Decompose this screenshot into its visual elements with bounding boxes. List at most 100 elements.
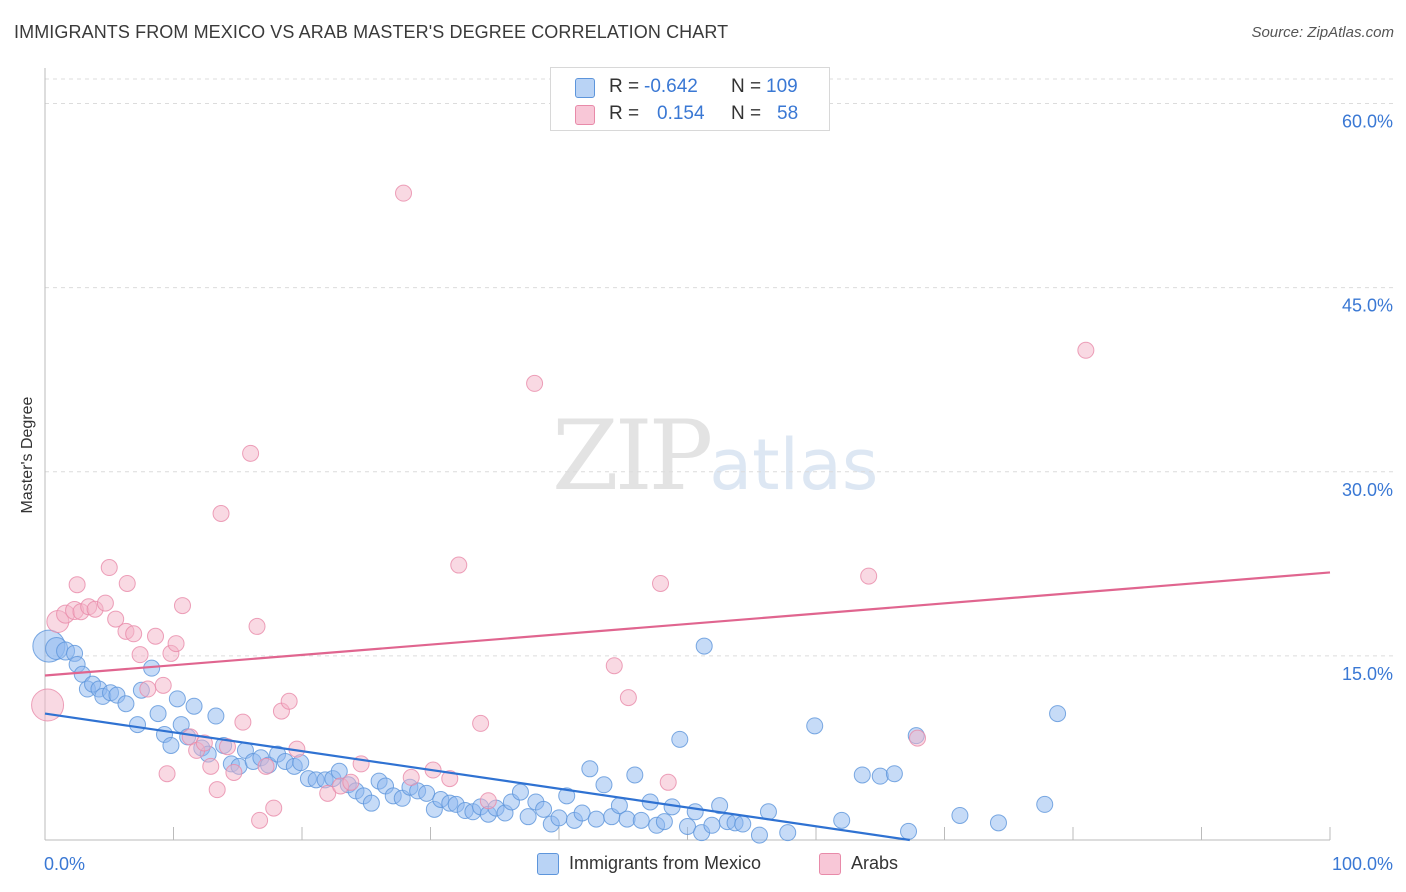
data-point [280,692,298,710]
data-point [833,811,851,829]
data-point [587,810,605,828]
watermark-atlas: atlas [709,424,879,506]
data-point [871,767,889,785]
data-point [441,770,459,788]
data-point [779,824,797,842]
data-point [118,574,136,592]
data-point [595,776,613,794]
data-point [734,815,752,833]
stats-box: R = -0.642 N = 109 R = 0.154 N = 58 [550,67,830,131]
legend-label: Immigrants from Mexico [569,853,762,873]
data-point [265,799,283,817]
data-point [535,800,553,818]
data-point [1049,705,1067,723]
data-point [695,637,713,655]
data-point [131,646,149,664]
n-label: N = [731,103,762,124]
data-point [526,374,544,392]
legend-swatch-icon [819,853,841,875]
data-point [395,184,413,202]
data-point [257,757,275,775]
data-point [147,627,165,645]
data-point [671,730,689,748]
r-value: 0.154 [657,103,705,124]
data-point [479,792,497,810]
stats-row-mexico: R = -0.642 N = 109 [551,74,829,102]
data-point [251,811,269,829]
y-tick-label: 60.0% [1342,112,1393,132]
data-point [107,610,125,628]
data-point [989,814,1007,832]
data-point [511,783,529,801]
trend-line [44,571,1331,677]
data-point [632,811,650,829]
data-point [248,617,266,635]
data-point [655,813,673,831]
chart-title: IMMIGRANTS FROM MEXICO VS ARAB MASTER'S … [14,22,729,42]
data-point [679,817,696,835]
data-point [550,809,568,827]
data-point [362,794,380,812]
data-point [853,766,871,784]
data-point [573,804,591,822]
x-tick-label: 100.0% [1332,854,1393,874]
tick-labels: 15.0% 30.0% 45.0% 60.0% 0.0% 100.0% [44,112,1393,874]
legend-label: Arabs [851,853,899,873]
data-point [472,714,490,732]
data-point [626,766,644,784]
data-point [242,444,260,462]
y-tick-label: 45.0% [1342,296,1393,316]
data-point [418,784,436,802]
data-point [139,680,157,698]
data-point [162,736,180,754]
data-point [450,556,468,574]
data-point [652,574,670,592]
data-point [605,657,623,675]
series-arabs [31,184,1095,829]
data-point [202,757,220,775]
data-point [212,505,230,523]
data-point [149,705,167,723]
data-point [885,765,903,783]
data-point [686,803,704,821]
data-point [342,773,360,791]
r-label: R = [609,103,640,124]
data-point [208,781,226,799]
y-tick-label: 30.0% [1342,480,1393,500]
data-point [581,760,599,778]
data-point [185,697,203,715]
n-value: 58 [777,103,799,124]
data-point [951,806,969,824]
data-point [207,707,225,725]
data-point [158,765,176,783]
trend-line [44,712,910,842]
data-point [167,635,185,653]
data-point [234,713,252,731]
data-point [703,816,721,834]
grid-lines [45,78,1395,657]
data-point [319,784,337,802]
n-label: N = [731,76,762,97]
data-point [154,676,172,694]
n-value: 109 [766,76,798,97]
data-point [117,695,135,713]
source-credit: Source: ZipAtlas.com [1251,24,1394,41]
data-point [619,689,637,707]
data-point [659,773,677,791]
data-point [558,787,576,805]
y-axis-label: Master's Degree [19,396,36,514]
data-point [909,729,927,747]
legend-swatch-icon [537,853,559,875]
watermark-zip: ZIP [552,400,713,512]
trend-lines [44,571,1331,842]
y-tick-label: 15.0% [1342,664,1393,684]
data-point [31,688,65,722]
x-tick-label: 0.0% [44,854,85,874]
data-point [402,768,420,786]
watermark: ZIPatlas [552,400,878,512]
arabs-swatch-icon [575,105,595,125]
stats-row-arabs: R = 0.154 N = 58 [551,101,829,129]
data-point [860,567,878,585]
data-point [711,797,729,815]
